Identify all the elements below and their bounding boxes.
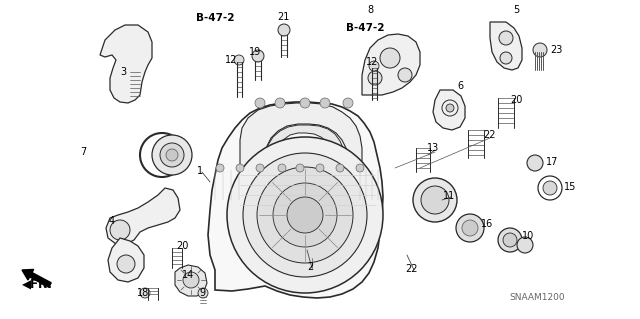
Text: 17: 17 [546,157,558,167]
Text: 5: 5 [513,5,519,15]
Text: 4: 4 [109,216,115,226]
Text: 16: 16 [481,219,493,229]
Text: 11: 11 [443,191,455,201]
Circle shape [421,186,449,214]
Circle shape [252,50,264,62]
Text: 3: 3 [120,67,126,77]
Circle shape [368,71,382,85]
Polygon shape [362,34,420,95]
Text: 22: 22 [406,264,419,274]
Circle shape [296,164,304,172]
Text: 12: 12 [225,55,237,65]
Circle shape [234,55,244,65]
Circle shape [413,178,457,222]
Text: 19: 19 [249,47,261,57]
Circle shape [356,164,364,172]
Circle shape [278,24,290,36]
Circle shape [543,181,557,195]
Text: B-47-2: B-47-2 [196,13,234,23]
Circle shape [257,167,353,263]
Text: 15: 15 [564,182,576,192]
Polygon shape [433,90,465,130]
Text: 18: 18 [137,288,149,298]
Circle shape [446,104,454,112]
Circle shape [216,164,224,172]
Polygon shape [265,125,346,168]
Circle shape [287,197,323,233]
Circle shape [273,183,337,247]
Circle shape [152,135,192,175]
FancyArrow shape [22,270,51,287]
Circle shape [499,31,513,45]
Circle shape [316,164,324,172]
Polygon shape [240,103,362,168]
Circle shape [183,272,199,288]
Text: B-47-2: B-47-2 [346,23,384,33]
Polygon shape [208,102,383,298]
Text: 2: 2 [307,262,313,272]
Text: 1: 1 [197,166,203,176]
Text: 7: 7 [80,147,86,157]
Circle shape [255,98,265,108]
Text: 8: 8 [367,5,373,15]
Polygon shape [100,25,152,103]
Circle shape [320,98,330,108]
Circle shape [498,228,522,252]
Circle shape [110,220,130,240]
Circle shape [456,214,484,242]
Circle shape [398,68,412,82]
Circle shape [527,155,543,171]
Circle shape [517,237,533,253]
Polygon shape [108,238,144,282]
Polygon shape [106,188,180,244]
Polygon shape [490,22,522,70]
Text: 10: 10 [522,231,534,241]
Text: 9: 9 [199,288,205,298]
Text: 13: 13 [427,143,439,153]
Circle shape [160,143,184,167]
Circle shape [275,98,285,108]
Text: 12: 12 [366,57,378,67]
Circle shape [343,98,353,108]
Circle shape [278,164,286,172]
Circle shape [198,288,208,298]
Circle shape [236,164,244,172]
Text: 14: 14 [182,270,194,280]
Circle shape [117,255,135,273]
Text: 21: 21 [277,12,289,22]
Polygon shape [175,265,207,296]
Text: 20: 20 [510,95,522,105]
Circle shape [166,149,178,161]
Text: 22: 22 [484,130,496,140]
Circle shape [227,137,383,293]
Text: 6: 6 [457,81,463,91]
Text: SNAAM1200: SNAAM1200 [509,293,565,302]
Circle shape [243,153,367,277]
Text: 23: 23 [550,45,562,55]
Circle shape [462,220,478,236]
Circle shape [336,164,344,172]
Circle shape [256,164,264,172]
Circle shape [533,43,547,57]
Circle shape [369,61,379,71]
Circle shape [300,98,310,108]
Circle shape [140,288,150,298]
Circle shape [503,233,517,247]
Circle shape [380,48,400,68]
Text: ◀FR.: ◀FR. [22,278,52,291]
Circle shape [500,52,512,64]
Text: 20: 20 [176,241,188,251]
